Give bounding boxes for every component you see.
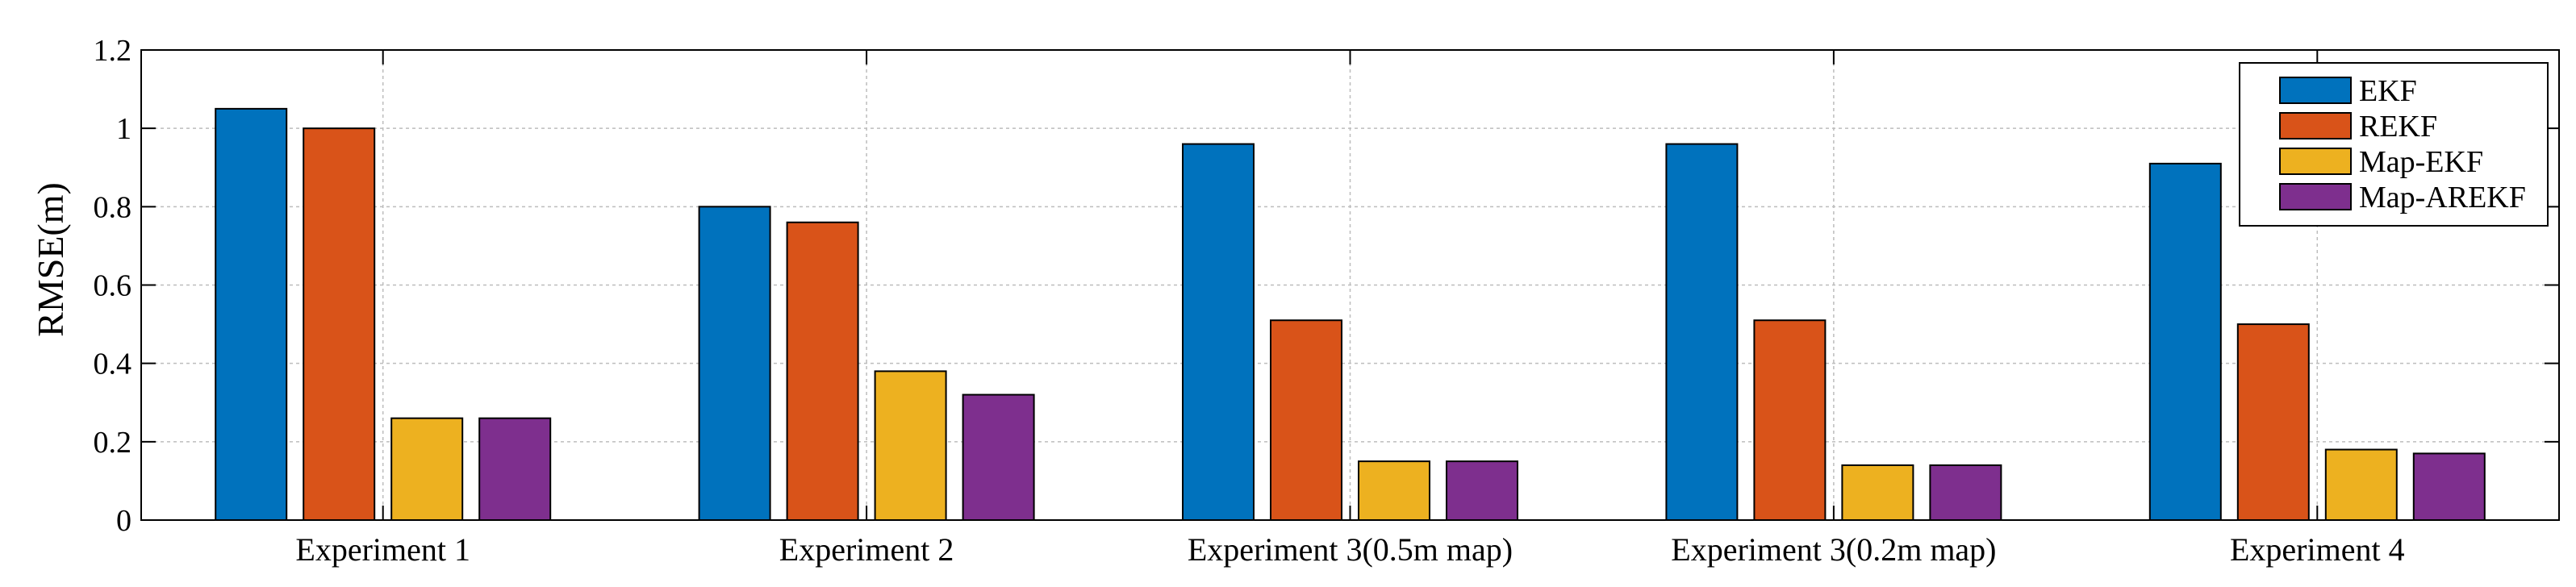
legend-swatch-rekf [2279, 112, 2352, 139]
y-tick-label: 1 [116, 112, 132, 146]
y-tick-label: 0.8 [94, 190, 132, 224]
legend-label-rekf: REKF [2359, 110, 2437, 144]
bar-map-ekf-2 [874, 370, 947, 521]
legend-label-map-arekf: Map-AREKF [2359, 181, 2526, 214]
bar-map-ekf-4 [1841, 464, 1914, 522]
bar-ekf-2 [698, 206, 771, 521]
bar-map-arekf-2 [962, 393, 1035, 521]
x-tick-labels: Experiment 1 Experiment 2 Experiment 3(0.5… [295, 531, 2404, 568]
y-tick-label: 0.6 [94, 269, 132, 303]
bar-map-arekf-4 [1929, 464, 2002, 522]
bar-rekf-1 [303, 127, 376, 522]
legend-swatch-map-ekf [2279, 148, 2352, 175]
bar-map-arekf-1 [478, 417, 552, 522]
x-tick-label: Experiment 1 [295, 531, 470, 568]
bar-ekf-5 [2148, 162, 2222, 521]
axes [140, 49, 2560, 521]
y-tick-labels: 0 0.2 0.4 0.6 0.8 1 1.2 [94, 34, 132, 538]
x-tick-label: Experiment 2 [779, 531, 954, 568]
bar-map-ekf-1 [390, 417, 464, 522]
bar-map-ekf-3 [1358, 460, 1430, 521]
bars [215, 107, 2486, 522]
legend-label-map-ekf: Map-EKF [2359, 145, 2483, 179]
bar-ekf-1 [215, 107, 288, 521]
bar-ekf-3 [1182, 143, 1255, 521]
y-axis-label: RMSE(m) [30, 182, 71, 337]
bar-rekf-4 [1753, 319, 1827, 521]
y-tick-label: 0.4 [94, 348, 132, 381]
bar-map-ekf-5 [2324, 448, 2398, 521]
y-tick-label: 0 [116, 504, 132, 538]
x-tick-label: Experiment 4 [2230, 531, 2405, 568]
legend-label-ekf: EKF [2359, 74, 2417, 108]
x-tick-label: Experiment 3(0.2m map) [1671, 531, 1996, 568]
bar-map-arekf-3 [1446, 460, 1518, 521]
legend-swatch-ekf [2279, 77, 2352, 104]
bar-ekf-4 [1665, 143, 1739, 521]
bar-map-arekf-5 [2412, 452, 2486, 521]
x-tick-label: Experiment 3(0.5m map) [1188, 531, 1513, 568]
legend-swatch-map-arekf [2279, 183, 2352, 210]
bar-rekf-5 [2236, 323, 2310, 522]
bar-rekf-3 [1270, 319, 1342, 521]
bar-rekf-2 [786, 221, 859, 521]
y-tick-label: 0.2 [94, 426, 132, 460]
y-tick-label: 1.2 [94, 34, 132, 68]
